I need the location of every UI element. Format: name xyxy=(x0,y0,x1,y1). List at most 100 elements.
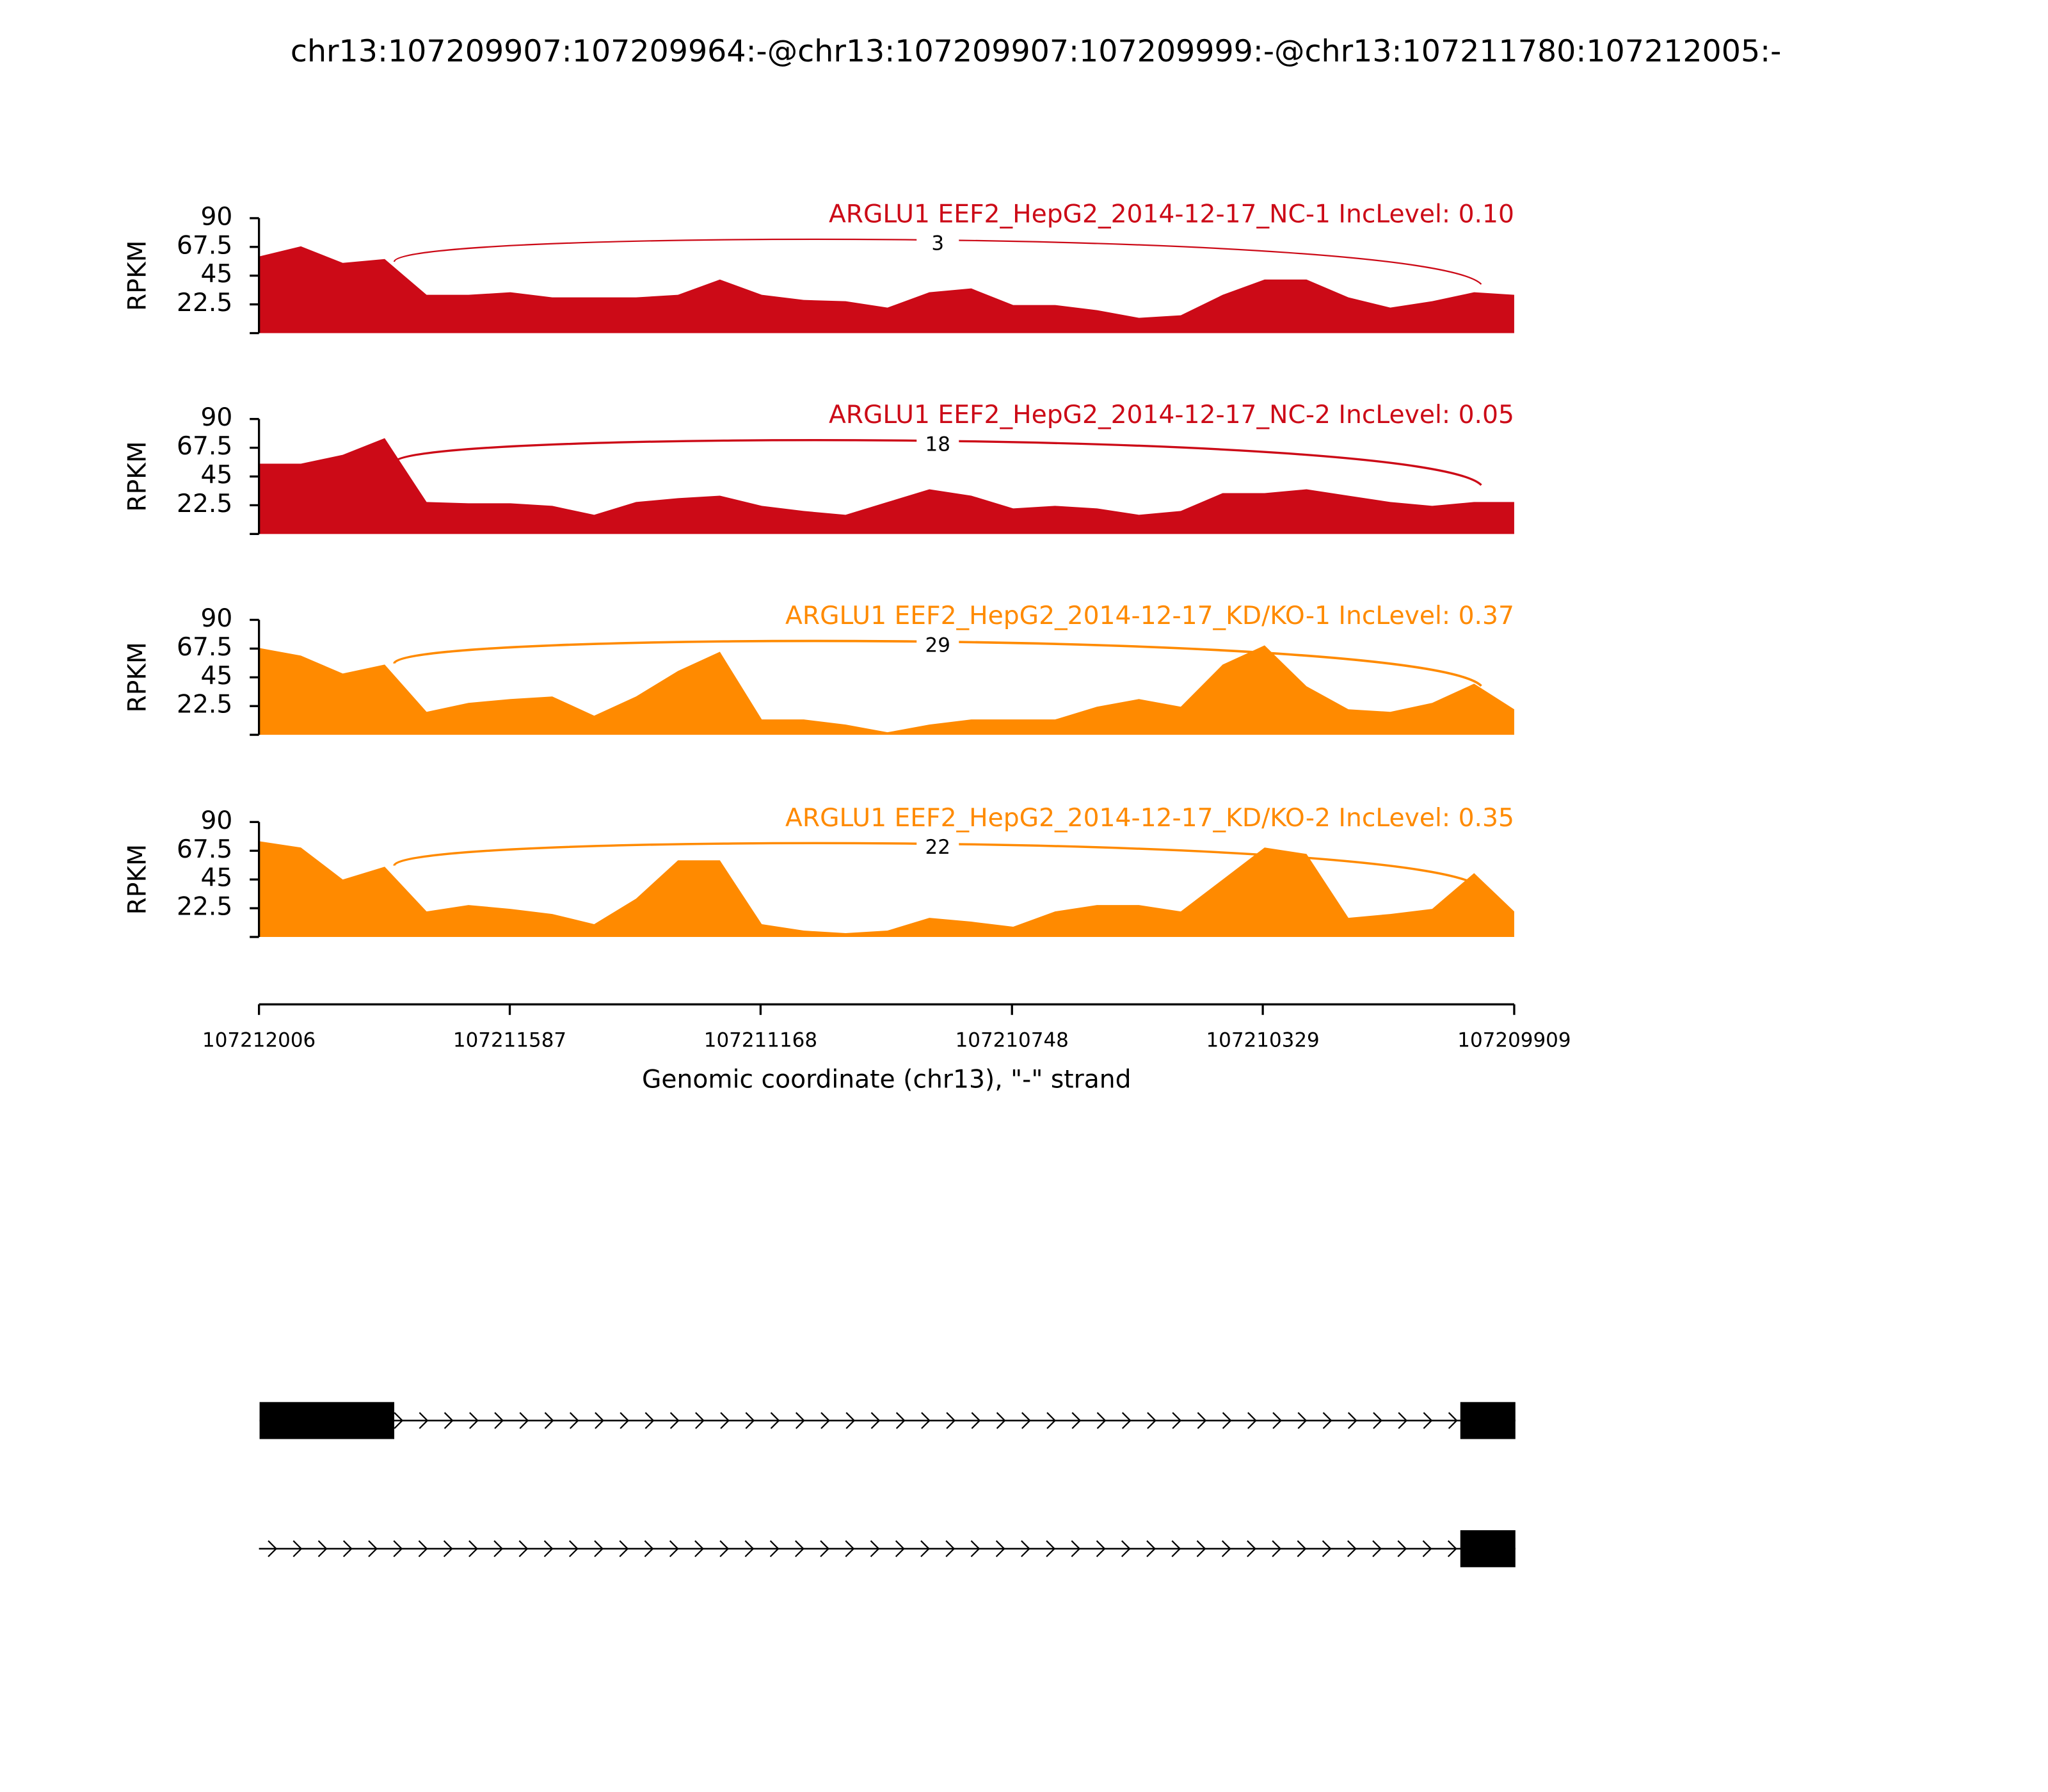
strand-chevron xyxy=(292,1540,303,1558)
strand-chevron xyxy=(1398,1412,1408,1429)
strand-chevron xyxy=(669,1412,680,1429)
strand-chevron xyxy=(870,1540,880,1558)
strand-chevron xyxy=(1071,1412,1082,1429)
y-tick-label: 22.5 xyxy=(177,490,232,518)
strand-chevron xyxy=(1422,1540,1432,1558)
strand-chevron xyxy=(719,1540,730,1558)
y-tick-label: 90 xyxy=(200,403,232,432)
strand-chevron xyxy=(1121,1412,1132,1429)
strand-chevron xyxy=(695,1412,705,1429)
strand-chevron xyxy=(1096,1412,1107,1429)
page-title: chr13:107209907:107209964:-@chr13:107209… xyxy=(291,34,1781,69)
strand-chevron xyxy=(1021,1412,1031,1429)
x-tick-label: 107212006 xyxy=(202,1029,316,1052)
strand-chevron xyxy=(720,1412,730,1429)
junction-count: 29 xyxy=(925,634,950,657)
y-tick-label: 22.5 xyxy=(177,893,232,922)
y-tick-label: 45 xyxy=(200,864,232,893)
strand-chevron xyxy=(694,1540,704,1558)
junction-count: 3 xyxy=(931,232,944,255)
y-tick-label: 45 xyxy=(200,260,232,289)
y-tick-label: 45 xyxy=(200,662,232,691)
strand-chevron xyxy=(644,1540,654,1558)
y-tick-label: 90 xyxy=(200,604,232,633)
x-tick-label: 107209909 xyxy=(1457,1029,1571,1052)
track-title: ARGLU1 EEF2_HepG2_2014-12-17_KD/KO-1 Inc… xyxy=(785,602,1514,630)
strand-chevron xyxy=(1347,1412,1357,1429)
strand-chevron xyxy=(1247,1540,1256,1558)
exon xyxy=(259,1402,395,1439)
y-tick-label: 67.5 xyxy=(177,432,232,461)
y-tick-label: 67.5 xyxy=(177,231,232,260)
strand-chevron xyxy=(669,1540,679,1558)
coverage-area xyxy=(259,438,1514,534)
strand-chevron xyxy=(1172,1412,1182,1429)
strand-chevron xyxy=(1272,1412,1283,1429)
strand-chevron xyxy=(1423,1412,1433,1429)
strand-chevron xyxy=(795,1412,805,1429)
strand-chevron xyxy=(468,1540,478,1558)
coverage-area xyxy=(259,841,1514,937)
strand-chevron xyxy=(945,1540,956,1558)
junction-count: 18 xyxy=(925,433,950,456)
strand-chevron xyxy=(594,1540,604,1558)
strand-chevron xyxy=(795,1540,804,1558)
y-tick-label: 67.5 xyxy=(177,835,232,864)
strand-chevron xyxy=(1171,1540,1181,1558)
strand-chevron xyxy=(946,1412,956,1429)
junction-label-bg xyxy=(916,634,959,656)
strand-chevron xyxy=(845,1412,856,1429)
strand-chevron xyxy=(619,1540,629,1558)
strand-chevron xyxy=(920,1540,930,1558)
strand-chevron xyxy=(1247,1412,1257,1429)
strand-chevron xyxy=(895,1412,906,1429)
track-title: ARGLU1 EEF2_HepG2_2014-12-17_KD/KO-2 Inc… xyxy=(785,804,1514,833)
strand-chevron xyxy=(1096,1540,1106,1558)
y-axis-label: RPKM xyxy=(123,240,152,310)
y-tick-label: 22.5 xyxy=(177,691,232,719)
x-tick-label: 107211168 xyxy=(704,1029,817,1052)
strand-chevron xyxy=(518,1540,529,1558)
strand-chevron xyxy=(1046,1540,1056,1558)
track-title: ARGLU1 EEF2_HepG2_2014-12-17_NC-2 IncLev… xyxy=(829,401,1514,429)
strand-chevron xyxy=(970,1540,980,1558)
strand-chevron xyxy=(820,1412,830,1429)
strand-chevron xyxy=(1121,1540,1131,1558)
strand-chevron xyxy=(820,1540,830,1558)
strand-chevron xyxy=(519,1412,529,1429)
junction-label-bg xyxy=(916,836,959,858)
x-tick-label: 107211587 xyxy=(453,1029,566,1052)
strand-chevron xyxy=(268,1540,278,1558)
x-tick-label: 107210329 xyxy=(1206,1029,1319,1052)
strand-chevron xyxy=(1322,1540,1332,1558)
strand-chevron xyxy=(394,1412,404,1429)
strand-chevron xyxy=(1196,1540,1206,1558)
y-axis-label: RPKM xyxy=(123,844,152,915)
strand-chevron xyxy=(317,1540,328,1558)
strand-chevron xyxy=(1272,1540,1282,1558)
x-axis-label: Genomic coordinate (chr13), "-" strand xyxy=(642,1066,1132,1094)
exon xyxy=(1460,1402,1516,1439)
x-tick-label: 107210748 xyxy=(956,1029,1069,1052)
track-title: ARGLU1 EEF2_HepG2_2014-12-17_NC-1 IncLev… xyxy=(829,200,1514,228)
strand-chevron xyxy=(870,1412,881,1429)
strand-chevron xyxy=(995,1540,1005,1558)
strand-chevron xyxy=(1397,1540,1407,1558)
y-tick-label: 22.5 xyxy=(177,289,232,317)
strand-chevron xyxy=(1021,1540,1030,1558)
strand-chevron xyxy=(393,1540,403,1558)
strand-chevron xyxy=(1322,1412,1332,1429)
exon xyxy=(1460,1530,1516,1567)
strand-chevron xyxy=(1197,1412,1207,1429)
strand-chevron xyxy=(444,1412,454,1429)
strand-chevron xyxy=(644,1412,655,1429)
strand-chevron xyxy=(895,1540,905,1558)
strand-chevron xyxy=(996,1412,1006,1429)
strand-chevron xyxy=(595,1412,604,1429)
strand-chevron xyxy=(418,1540,428,1558)
strand-chevron xyxy=(469,1412,479,1429)
y-axis-label: RPKM xyxy=(123,642,152,712)
y-tick-label: 45 xyxy=(200,461,232,490)
strand-chevron xyxy=(1347,1540,1357,1558)
junction-label-bg xyxy=(916,232,959,254)
